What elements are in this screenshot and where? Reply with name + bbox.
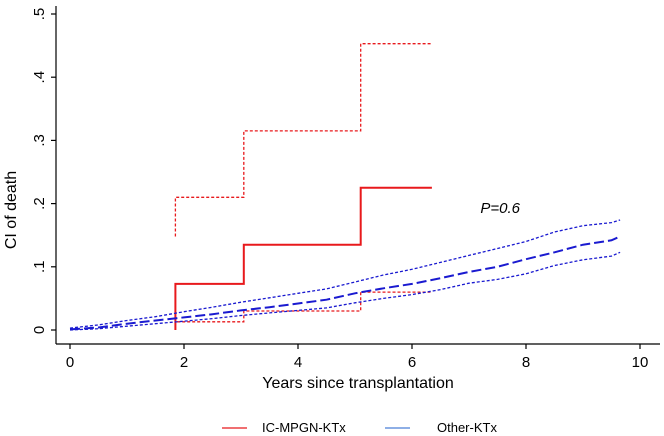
x-tick-label: 10 <box>632 354 649 371</box>
ic-mpgn-lower-ci-line <box>174 291 432 330</box>
x-tick-label: 0 <box>66 354 74 371</box>
x-axis-ticks: 0 2 4 6 8 10 <box>66 344 649 371</box>
x-tick-label: 6 <box>408 354 416 371</box>
x-tick-label: 2 <box>180 354 188 371</box>
other-upper-ci-line <box>69 219 621 329</box>
other-estimate-line <box>69 235 621 331</box>
ic-mpgn-estimate-line <box>174 186 432 330</box>
other-lower-ci-line <box>69 251 621 331</box>
legend: IC-MPGN-KTx Other-KTx <box>222 420 497 435</box>
y-tick-label: .2 <box>31 197 48 210</box>
x-tick-label: 4 <box>294 354 302 371</box>
x-axis-label: Years since transplantation <box>262 375 454 392</box>
y-tick-label: .4 <box>31 71 48 84</box>
y-tick-label: .5 <box>31 8 48 21</box>
y-axis-ticks: 0 .1 .2 .3 .4 .5 <box>31 8 56 334</box>
ic-mpgn-upper-ci-line <box>174 43 432 237</box>
p-value-annotation: P=0.6 <box>480 200 520 217</box>
y-tick-label: .3 <box>31 134 48 147</box>
y-axis-label: CI of death <box>3 171 20 249</box>
legend-label-other: Other-KTx <box>437 420 497 435</box>
y-tick-label: .1 <box>31 261 48 274</box>
x-tick-label: 8 <box>522 354 530 371</box>
legend-label-ic-mpgn: IC-MPGN-KTx <box>262 420 346 435</box>
y-tick-label: 0 <box>31 326 48 334</box>
series-layer <box>69 43 621 331</box>
